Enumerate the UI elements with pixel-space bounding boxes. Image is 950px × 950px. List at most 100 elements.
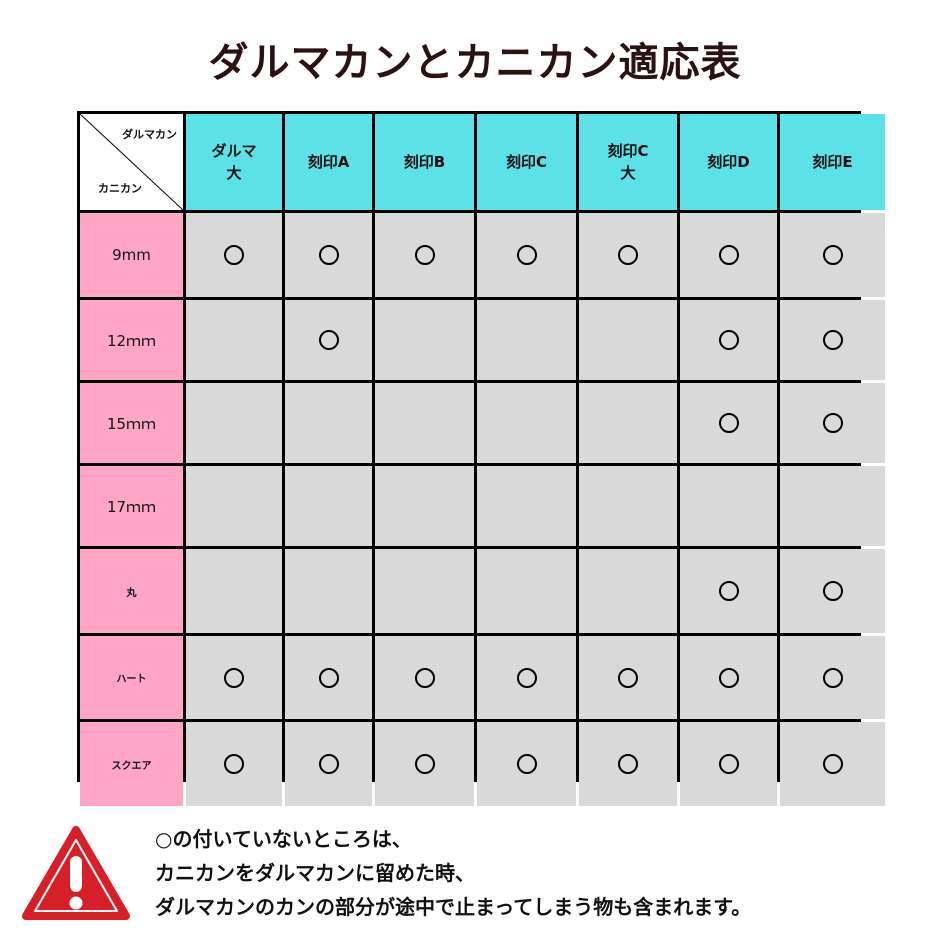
row-header: 17ｍｍ [80, 466, 183, 546]
column-header: ダルマ 大 [186, 114, 282, 210]
table-cell [680, 549, 777, 633]
table-cell [285, 383, 372, 463]
available-mark [516, 754, 537, 774]
available-mark [718, 754, 739, 774]
table-cell [780, 383, 885, 463]
table-cell [186, 549, 282, 633]
page-title: ダルマカンとカニカン適応表 [208, 40, 742, 86]
available-mark [414, 667, 435, 688]
note-line: カニカンをダルマカンに留めた時、 [155, 861, 475, 885]
table-cell [680, 636, 777, 719]
table-cell [680, 383, 777, 463]
table-cell [186, 636, 282, 719]
available-mark [516, 667, 537, 688]
table-cell [579, 383, 677, 463]
table-cell [186, 300, 282, 380]
column-header: 刻印B [375, 114, 474, 210]
table-cell [285, 636, 372, 719]
row-header: スクエア [80, 722, 183, 806]
table-cell [477, 636, 576, 719]
table-cell [477, 300, 576, 380]
available-mark [822, 667, 843, 688]
available-mark [318, 330, 339, 350]
available-mark [414, 245, 435, 265]
table-cell [680, 213, 777, 297]
table-cell [375, 383, 474, 463]
available-mark [224, 754, 244, 774]
column-header: 刻印E [780, 114, 885, 210]
available-mark [822, 330, 843, 350]
available-mark [224, 245, 244, 265]
note-line: ダルマカンのカンの部分が途中で止まってしまう物も含まれます。 [155, 895, 752, 919]
available-mark [822, 245, 843, 265]
available-mark [822, 754, 843, 774]
available-mark [618, 245, 638, 265]
row-header: 15ｍｍ [80, 383, 183, 463]
available-mark [718, 245, 739, 265]
table-cell [375, 466, 474, 546]
table-cell [780, 300, 885, 380]
compatibility-table: ダルマカン カニカン ダルマ 大刻印A 刻印B 刻印C 刻印C 大刻印D 刻印E 9mm 1… [77, 111, 885, 806]
table-cell [186, 383, 282, 463]
available-mark [318, 667, 339, 688]
table-cell [780, 636, 885, 719]
table-cell [186, 466, 282, 546]
column-header: 刻印A [285, 114, 372, 210]
table-cell [780, 722, 885, 806]
table-cell [780, 213, 885, 297]
table-cell [477, 213, 576, 297]
table-cell [680, 466, 777, 546]
note-text: ○の付いていないところは、 カニカンをダルマカンに留めた時、 ダルマカンのカンの… [155, 822, 751, 924]
row-header: ハート [80, 636, 183, 719]
available-mark [618, 754, 638, 774]
table-cell [477, 466, 576, 546]
available-mark [822, 581, 843, 601]
available-mark [718, 413, 739, 433]
table-cell [579, 549, 677, 633]
table-cell [579, 213, 677, 297]
available-mark [318, 754, 339, 774]
available-mark [618, 667, 638, 688]
available-mark [718, 667, 739, 688]
table-cell [680, 300, 777, 380]
row-header: 12ｍｍ [80, 300, 183, 380]
diagonal-divider [80, 114, 183, 210]
row-header: 丸 [80, 549, 183, 633]
table-cell [186, 722, 282, 806]
table-cell [285, 300, 372, 380]
table-cell [477, 722, 576, 806]
table-cell [186, 213, 282, 297]
table-cell [285, 722, 372, 806]
table-cell [780, 549, 885, 633]
table-cell [375, 213, 474, 297]
table-cell [680, 722, 777, 806]
row-header: 9mm [80, 213, 183, 297]
table-cell [579, 636, 677, 719]
available-mark [224, 667, 244, 688]
table-cell [285, 466, 372, 546]
table-cell [375, 549, 474, 633]
table-cell [780, 466, 885, 546]
table-cell [477, 383, 576, 463]
column-header: 刻印D [680, 114, 777, 210]
note-line: ○の付いていないところは、 [155, 827, 412, 851]
table-cell [477, 549, 576, 633]
column-axis-label: ダルマカン [122, 128, 177, 141]
corner-header-cell: ダルマカン カニカン [80, 114, 183, 210]
table-cell [579, 466, 677, 546]
row-axis-label: カニカン [98, 182, 142, 195]
table-cell [285, 213, 372, 297]
column-header: 刻印C 大 [579, 114, 677, 210]
table-cell [579, 300, 677, 380]
available-mark [718, 581, 739, 601]
warning-icon [22, 826, 130, 926]
column-header: 刻印C [477, 114, 576, 210]
available-mark [318, 245, 339, 265]
available-mark [516, 245, 537, 265]
available-mark [718, 330, 739, 350]
table-cell [579, 722, 677, 806]
table-cell [375, 722, 474, 806]
table-cell [375, 300, 474, 380]
available-mark [822, 413, 843, 433]
table-cell [285, 549, 372, 633]
